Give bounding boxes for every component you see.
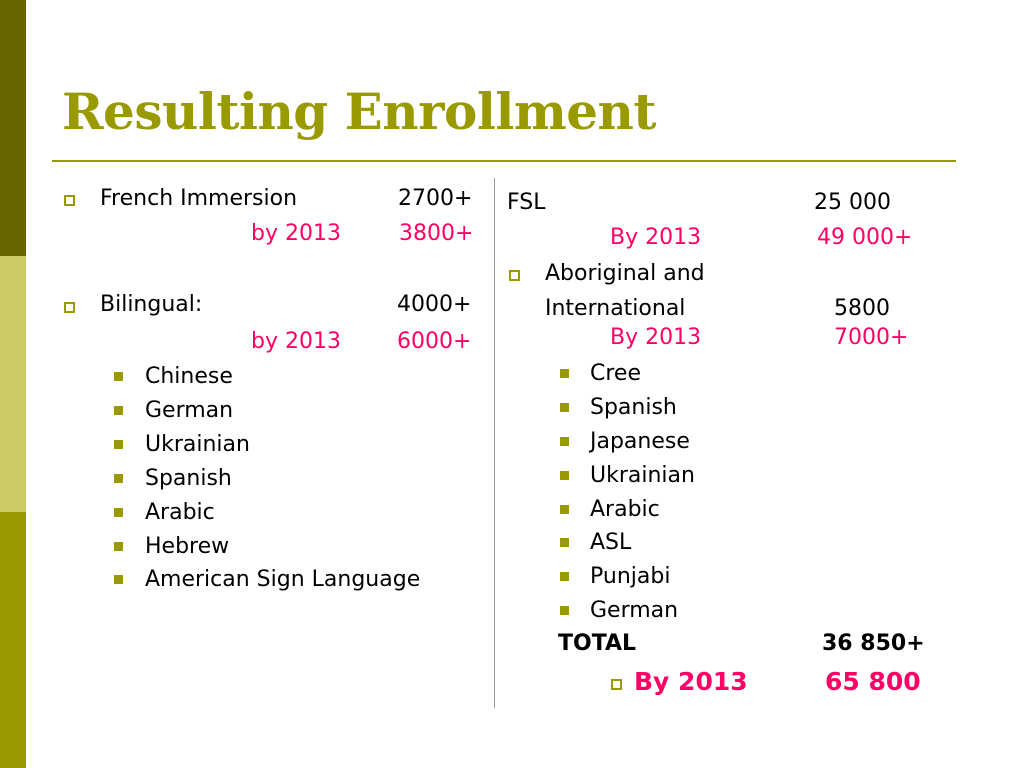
french-immersion-value: 2700+: [398, 186, 473, 211]
right-language-item: Japanese: [590, 429, 690, 454]
bilingual-label: Bilingual:: [100, 292, 203, 317]
hollow-square-bullet-icon: [611, 679, 622, 690]
square-bullet-icon: [114, 474, 123, 483]
left-accent-bar-bottom: [0, 512, 26, 768]
aboriginal-value: 5800: [834, 296, 890, 321]
left-accent-bar-middle: [0, 256, 26, 512]
hollow-square-bullet-icon: [64, 195, 75, 206]
total-by-label: By 2013: [634, 667, 748, 696]
french-immersion-by-value: 3800+: [399, 221, 474, 246]
left-accent-bar-top: [0, 0, 26, 256]
square-bullet-icon: [114, 508, 123, 517]
square-bullet-icon: [114, 406, 123, 415]
square-bullet-icon: [560, 369, 569, 378]
total-label: TOTAL: [558, 631, 637, 656]
bilingual-by-label: by 2013: [251, 329, 341, 354]
right-language-item: Ukrainian: [590, 463, 695, 488]
right-language-item: Arabic: [590, 497, 660, 522]
right-language-item: Cree: [590, 361, 641, 386]
fsl-label: FSL: [507, 190, 546, 215]
left-language-item: Ukrainian: [145, 432, 250, 457]
square-bullet-icon: [114, 440, 123, 449]
french-immersion-by-label: by 2013: [251, 221, 341, 246]
square-bullet-icon: [560, 471, 569, 480]
column-divider: [494, 178, 495, 708]
square-bullet-icon: [560, 403, 569, 412]
hollow-square-bullet-icon: [64, 302, 75, 313]
square-bullet-icon: [114, 372, 123, 381]
square-bullet-icon: [560, 505, 569, 514]
fsl-by-label: By 2013: [610, 225, 702, 250]
total-by-value: 65 800: [825, 667, 921, 696]
square-bullet-icon: [560, 572, 569, 581]
title-underline: [52, 160, 956, 162]
aboriginal-by-label: By 2013: [610, 325, 702, 350]
left-language-item: Chinese: [145, 364, 233, 389]
square-bullet-icon: [560, 606, 569, 615]
aboriginal-label-line2: International: [545, 296, 686, 321]
total-value: 36 850+: [822, 631, 925, 656]
aboriginal-label-line1: Aboriginal and: [545, 261, 705, 286]
bilingual-by-value: 6000+: [397, 329, 472, 354]
left-language-item: Spanish: [145, 466, 232, 491]
square-bullet-icon: [560, 437, 569, 446]
square-bullet-icon: [560, 538, 569, 547]
bilingual-value: 4000+: [397, 292, 472, 317]
square-bullet-icon: [114, 575, 123, 584]
left-language-item: German: [145, 398, 234, 423]
left-language-item: American Sign Language: [145, 567, 421, 592]
left-language-item: Hebrew: [145, 534, 230, 559]
fsl-by-value: 49 000+: [817, 225, 913, 250]
fsl-value: 25 000: [814, 190, 891, 215]
right-language-item: Punjabi: [590, 564, 671, 589]
right-language-item: ASL: [590, 530, 632, 555]
slide-title: Resulting Enrollment: [62, 82, 656, 141]
hollow-square-bullet-icon: [509, 270, 520, 281]
right-language-item: Spanish: [590, 395, 677, 420]
french-immersion-label: French Immersion: [100, 186, 298, 211]
right-language-item: German: [590, 598, 679, 623]
left-language-item: Arabic: [145, 500, 215, 525]
square-bullet-icon: [114, 542, 123, 551]
aboriginal-by-value: 7000+: [834, 325, 909, 350]
